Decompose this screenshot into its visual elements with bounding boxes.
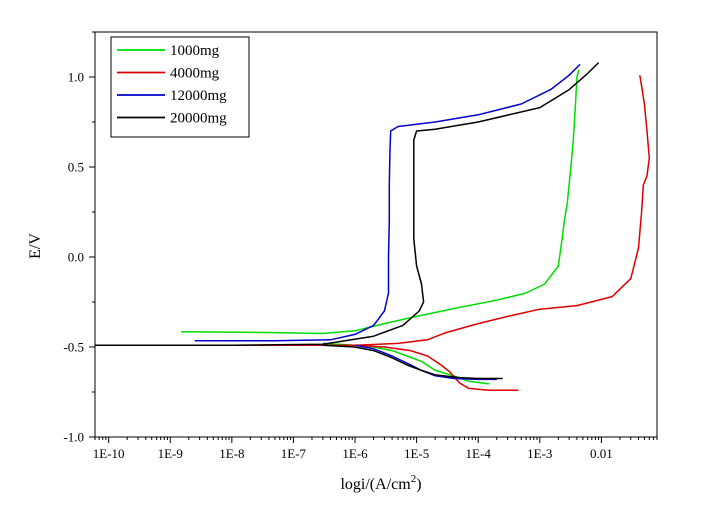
series-line-4000mg-anodic: [138, 75, 651, 346]
legend-box: [110, 36, 250, 138]
series-line-12000mg-cathodic: [354, 344, 497, 381]
y-axis-title: E/V: [27, 233, 44, 259]
y-tick-label: 0.0: [68, 250, 84, 265]
legend-label-1000mg: 1000mg: [170, 43, 220, 59]
axes: 1E-10 1E-9 1E-8 1E-7 1E-6 1E-5 1E-4 1E-3 0.01 -1.…: [63, 31, 658, 461]
y-tick-label: 1.0: [68, 70, 84, 85]
series-group: [95, 62, 651, 391]
x-axis-title: logi/(A/cm2): [340, 473, 421, 493]
x-tick-label: 1E-4: [466, 446, 492, 461]
x-axis-title-suffix: ): [416, 476, 421, 493]
series-line-20000mg-cathodic: [322, 344, 503, 380]
y-tick-label: 0.5: [68, 160, 84, 175]
x-tick-label: 1E-9: [158, 446, 183, 461]
series-line-12000mg-anodic: [194, 63, 581, 342]
x-axis-title-superscript: 2: [411, 473, 417, 485]
x-tick-label: 1E-6: [342, 446, 368, 461]
x-tick-label: 1E-5: [404, 446, 429, 461]
x-tick-label: 1E-3: [527, 446, 552, 461]
x-axis-title-main: logi/(A/cm: [340, 476, 411, 493]
legend: 1000mg 4000mg 12000mg 20000mg: [110, 36, 250, 138]
plot-area: [95, 62, 651, 391]
plot-frame: [94, 31, 658, 438]
series-line-1000mg-anodic: [181, 69, 580, 335]
x-tick-label: 0.01: [590, 446, 613, 461]
x-tick-label: 1E-8: [219, 446, 244, 461]
x-tick-label: 1E-7: [281, 446, 307, 461]
y-tick-label: -1.0: [63, 430, 84, 445]
series-line-20000mg-anodic: [95, 62, 600, 346]
legend-label-4000mg: 4000mg: [170, 66, 220, 82]
x-tick-label: 1E-10: [93, 446, 125, 461]
y-tick-label: -0.5: [63, 340, 84, 355]
series-line-4000mg-cathodic: [354, 344, 519, 391]
legend-label-12000mg: 12000mg: [170, 88, 227, 104]
legend-label-20000mg: 20000mg: [170, 111, 227, 127]
